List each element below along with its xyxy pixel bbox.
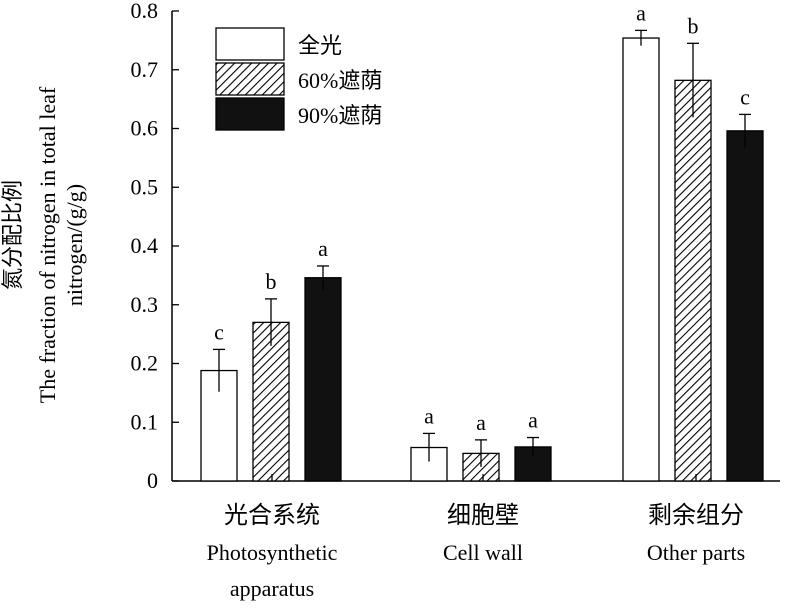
bar: [726, 130, 764, 482]
significance-letter: a: [476, 410, 486, 435]
y-tick-label: 0.4: [131, 233, 159, 258]
legend-swatch-60-shade: [215, 62, 285, 96]
y-tick-label: 0.2: [131, 351, 159, 376]
y-tick-label: 0.1: [131, 409, 159, 434]
x-category-label-en: apparatus: [230, 576, 314, 601]
significance-letter: a: [636, 0, 646, 25]
x-category-label-en: Other parts: [647, 540, 745, 565]
y-tick-label: 0.8: [131, 0, 159, 23]
y-axis-label-en-line2: nitrogen/(g/g): [62, 184, 87, 306]
y-tick-label: 0.3: [131, 292, 159, 317]
x-category-label-cn: 细胞壁: [447, 502, 519, 529]
legend-swatch-full-light: [215, 27, 285, 61]
y-tick-label: 0.7: [131, 57, 159, 82]
y-tick-label: 0.5: [131, 174, 159, 199]
x-category-label-en: Cell wall: [443, 540, 523, 565]
x-labels: 光合系统 Photosynthetic apparatus 细胞壁 Cell wall 剩…: [207, 474, 745, 601]
significance-letter: c: [214, 319, 224, 344]
x-category-label-cn: 光合系统: [224, 502, 320, 529]
y-tick-label: 0: [147, 468, 158, 493]
legend-label-full-light: 全光: [298, 33, 342, 58]
y-ticks: 0 0.1 0.2 0.3 0.4 0.5 0.6 0.7 0.8: [131, 0, 179, 493]
bars: c a a b a b a a c: [200, 0, 764, 482]
bar: [674, 79, 712, 482]
significance-letter: a: [424, 403, 434, 428]
legend-swatch-90-shade: [215, 97, 285, 131]
bar: [410, 446, 448, 482]
significance-letter: a: [318, 236, 328, 261]
y-tick-label: 0.6: [131, 116, 159, 141]
legend-label-60-shade: 60%遮荫: [298, 68, 382, 93]
y-axis-label-en-line1: The fraction of nitrogen in total leaf: [35, 86, 60, 403]
y-axis-label-cn: 氮分配比例: [0, 180, 25, 290]
significance-letter: b: [266, 269, 277, 294]
legend-label-90-shade: 90%遮荫: [298, 103, 382, 128]
legend: 全光 60%遮荫 90%遮荫: [215, 27, 382, 131]
x-category-label-en: Photosynthetic: [207, 540, 338, 565]
bar: [622, 37, 660, 482]
bar: [304, 277, 342, 482]
significance-letter: a: [528, 408, 538, 433]
bar: [252, 321, 290, 482]
significance-letter: b: [688, 13, 699, 38]
x-category-label-cn: 剩余组分: [648, 502, 744, 529]
significance-letter: c: [740, 84, 750, 109]
